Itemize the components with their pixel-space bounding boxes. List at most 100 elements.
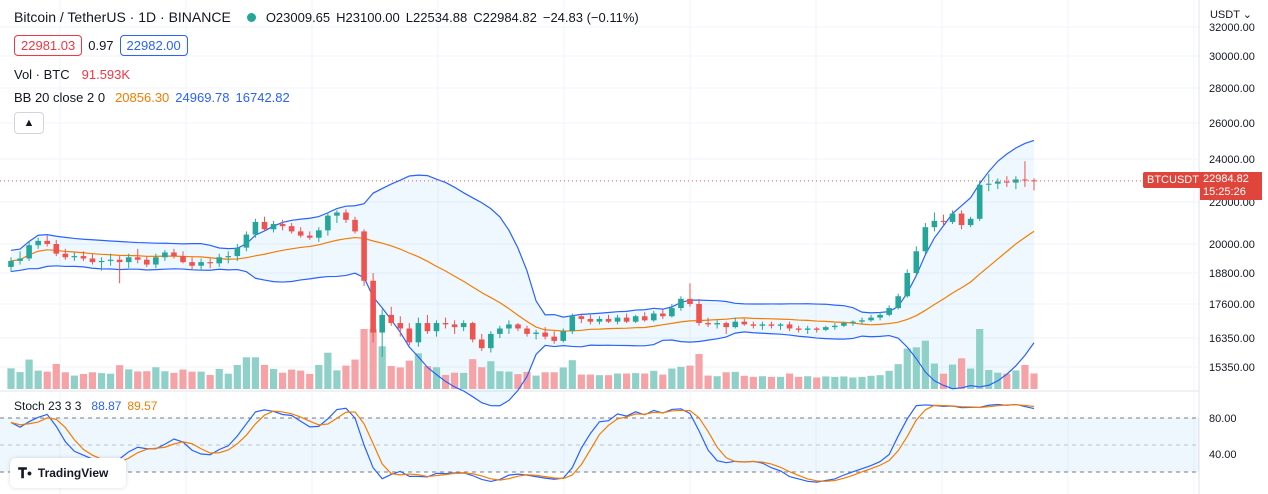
- volume-bar: [677, 366, 685, 389]
- volume-bar: [70, 375, 78, 389]
- candle-body: [895, 296, 902, 309]
- volume-bar: [106, 373, 115, 389]
- currency-selector[interactable]: USDT ⌄: [1202, 5, 1260, 23]
- volume-bar: [804, 376, 812, 389]
- candle-body: [488, 333, 494, 349]
- candle-body: [786, 324, 793, 329]
- stoch-label[interactable]: Stoch 23 3 3: [14, 399, 82, 413]
- candle-body: [17, 258, 23, 261]
- bb-lower-value: 16742.82: [235, 90, 290, 105]
- candle-body: [316, 230, 322, 238]
- candle-body: [62, 253, 69, 258]
- bb-legend: BB 20 close 2 0 20856.30 24969.78 16742.…: [14, 90, 290, 105]
- candle-body: [623, 317, 630, 322]
- candle-body: [669, 308, 675, 317]
- price-tick-label: 17600.00: [1209, 299, 1255, 311]
- volume-bar: [577, 374, 585, 389]
- ohlc-high: H23100.00: [336, 9, 400, 25]
- bb-upper-value: 24969.78: [175, 90, 230, 105]
- candle-body: [533, 332, 539, 334]
- ask-button[interactable]: 22982.00: [119, 35, 188, 56]
- candle-body: [424, 323, 431, 332]
- volume-bar: [61, 372, 69, 389]
- price-tick-label: 22000.00: [1209, 197, 1255, 209]
- volume-bar: [423, 366, 432, 389]
- stoch-d-value: 89.57: [127, 399, 158, 413]
- volume-bar: [767, 376, 776, 389]
- candle-body: [976, 184, 983, 219]
- candle-body: [361, 231, 367, 281]
- volume-bar: [822, 376, 830, 389]
- volume-bar: [342, 365, 350, 389]
- volume-bar: [604, 375, 613, 389]
- candle-body: [1013, 179, 1019, 183]
- collapse-legend-button[interactable]: ▲: [14, 112, 44, 134]
- candle-body: [705, 323, 711, 325]
- candle-body: [80, 256, 87, 259]
- bid-button[interactable]: 22981.03: [14, 35, 83, 56]
- volume-bar: [903, 348, 911, 389]
- volume-bar: [1003, 373, 1011, 389]
- last-price-value: 22984.82: [1203, 173, 1249, 185]
- price-tick-label: 28000.00: [1209, 83, 1255, 95]
- candle-body: [1004, 181, 1010, 183]
- candle-body: [506, 324, 512, 329]
- tradingview-logo[interactable]: 𝐓• TradingView: [10, 458, 126, 488]
- candle-body: [687, 298, 693, 304]
- volume-bar: [297, 370, 305, 389]
- volume-bar: [813, 377, 821, 389]
- volume-bar: [1030, 373, 1038, 389]
- volume-bar: [559, 367, 567, 389]
- volume-bar: [170, 372, 178, 389]
- candle-body: [8, 260, 14, 267]
- candle-body: [98, 260, 105, 263]
- volume-bar: [595, 375, 604, 389]
- stoch-tick-label: 40.00: [1209, 449, 1237, 461]
- chevron-up-icon: ▲: [23, 117, 35, 129]
- candle-body: [696, 304, 702, 324]
- bollinger-lower-line: [10, 265, 1035, 407]
- ohlc-open: O23009.65: [265, 9, 331, 25]
- volume-bar: [785, 373, 794, 389]
- volume-label[interactable]: Vol · BTC: [14, 67, 70, 82]
- volume-bar: [233, 364, 241, 389]
- volume-bar: [939, 373, 948, 389]
- symbol-title[interactable]: Bitcoin / TetherUS · 1D · BINANCE: [14, 9, 231, 25]
- spread-value: 0.97: [88, 38, 114, 53]
- candle-body: [913, 251, 920, 273]
- bb-label[interactable]: BB 20 close 2 0: [14, 90, 106, 105]
- market-open-icon: [246, 12, 256, 22]
- candle-body: [162, 252, 168, 258]
- candle-body: [252, 221, 259, 235]
- volume-bar: [713, 376, 721, 389]
- candle-body: [850, 321, 856, 324]
- volume-bar: [432, 367, 441, 389]
- candle-body: [153, 257, 159, 265]
- volume-bar: [613, 373, 622, 389]
- volume-bar: [269, 368, 278, 389]
- candle-body: [759, 324, 766, 326]
- candle-body: [859, 320, 865, 322]
- tradingview-logo-icon: 𝐓•: [18, 464, 32, 481]
- price-tick-label: 30000.00: [1209, 51, 1255, 63]
- volume-bar: [143, 371, 151, 389]
- candle-body: [497, 328, 503, 334]
- candle-body: [225, 256, 232, 258]
- candle-body: [587, 318, 594, 322]
- volume-bar: [125, 369, 133, 389]
- volume-bar: [967, 368, 975, 389]
- stoch-tick-label: 80.00: [1209, 413, 1237, 425]
- volume-bar: [251, 357, 260, 389]
- candle-body: [605, 318, 612, 322]
- volume-value: 91.593K: [81, 67, 131, 82]
- candle-body: [768, 324, 775, 326]
- volume-bar: [152, 367, 160, 389]
- bollinger-upper-line: [10, 139, 1035, 318]
- volume-bar: [206, 374, 214, 389]
- volume-bar: [469, 359, 477, 389]
- bb-basis-value: 20856.30: [115, 90, 170, 105]
- volume-bar: [88, 372, 97, 389]
- candle-body: [370, 280, 376, 333]
- volume-bar: [840, 376, 848, 389]
